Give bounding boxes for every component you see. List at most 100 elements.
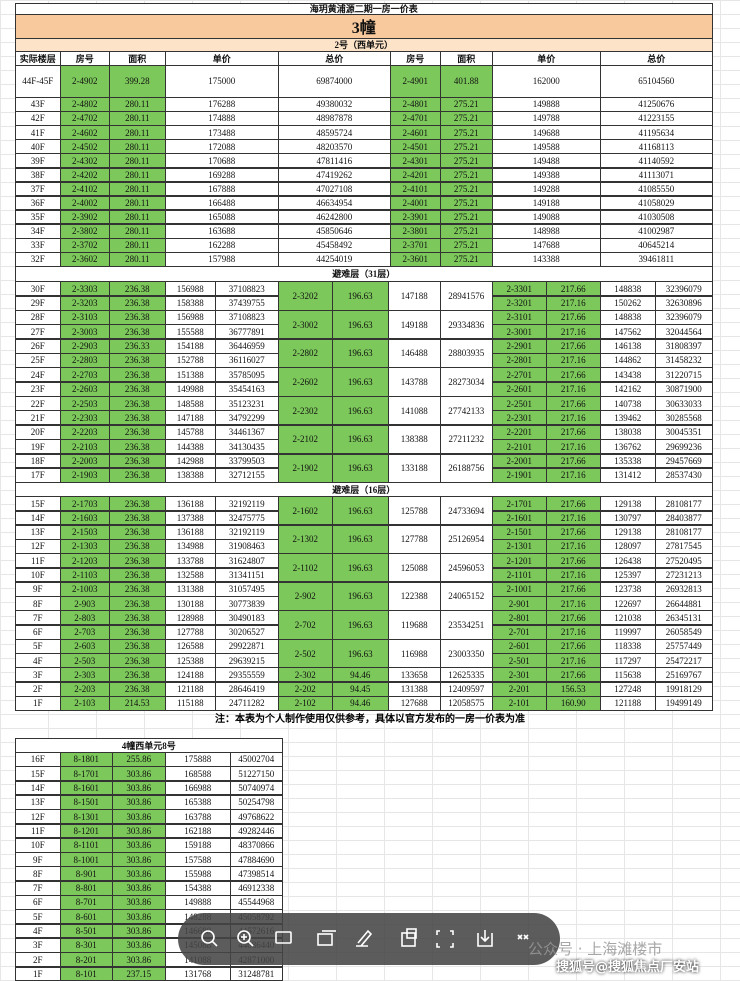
data-cell: 36777891 (215, 324, 279, 340)
merged-cell: 196.63 (332, 453, 389, 483)
data-cell: 27231213 (655, 567, 713, 583)
data-cell: 217.16 (546, 539, 601, 554)
data-cell: 217.16 (546, 624, 601, 640)
data-cell: 8-1301 (60, 809, 113, 825)
data-cell: 48370866 (230, 837, 283, 853)
data-cell: 217.66 (546, 424, 601, 440)
data-cell: 280.11 (109, 97, 166, 112)
data-cell: 236.38 (109, 295, 166, 311)
data-cell: 122697 (600, 596, 656, 611)
floor-cell: 17F (15, 467, 61, 483)
data-cell: 165388 (165, 794, 231, 810)
floor-cell: 11F (15, 553, 61, 569)
floor-cell: 9F (15, 852, 61, 867)
data-cell: 138038 (600, 424, 656, 440)
floor-cell: 2F (15, 952, 61, 968)
data-cell: 236.38 (109, 510, 166, 526)
data-cell: 280.11 (109, 238, 166, 253)
data-cell: 217.16 (546, 295, 601, 311)
floor-cell: 9F (15, 581, 61, 597)
data-cell: 303.86 (112, 852, 166, 867)
data-cell: 2-1503 (60, 524, 110, 540)
refuge-floor-row: 避难层（31层） (15, 266, 713, 282)
floor-cell: 44F-45F (15, 65, 61, 98)
data-cell: 154388 (165, 880, 231, 896)
data-cell: 217.16 (546, 596, 601, 611)
data-cell: 236.38 (109, 367, 166, 383)
data-cell: 144388 (165, 439, 216, 455)
data-cell: 8-1201 (60, 823, 113, 839)
data-cell: 217.66 (546, 309, 601, 325)
data-cell: 2-3702 (60, 238, 110, 253)
data-cell: 275.21 (440, 97, 493, 112)
floor-cell: 39F (15, 153, 61, 169)
floor-cell: 11F (15, 823, 61, 839)
merged-cell: 125788 (388, 496, 441, 526)
data-cell: 49768622 (230, 809, 283, 825)
data-cell: 236.38 (109, 610, 166, 626)
data-cell: 169288 (165, 167, 279, 183)
data-cell: 8-1801 (60, 752, 113, 767)
data-cell: 32396079 (655, 309, 713, 325)
column-header: 实际楼层 (15, 51, 61, 66)
data-cell: 280.11 (109, 195, 166, 211)
data-cell: 2-601 (492, 638, 547, 654)
data-cell: 148588 (165, 396, 216, 412)
data-cell: 170688 (165, 153, 279, 169)
merged-cell: 147188 (388, 281, 441, 311)
floor-cell: 34F (15, 223, 61, 239)
data-cell: 48595724 (278, 125, 391, 140)
data-cell: 166988 (165, 780, 231, 796)
data-cell: 2-703 (60, 624, 110, 640)
data-cell: 280.11 (109, 139, 166, 154)
merged-cell: 24733694 (440, 496, 493, 526)
data-cell: 148988 (492, 223, 601, 239)
data-cell: 2-1601 (492, 510, 547, 526)
data-cell: 236.38 (109, 324, 166, 340)
data-cell: 2-1903 (60, 467, 110, 483)
data-cell: 2-1303 (60, 539, 110, 554)
data-cell: 142162 (600, 381, 656, 397)
toolbar[interactable] (178, 913, 560, 965)
data-cell: 123738 (600, 581, 656, 597)
data-cell: 130797 (600, 510, 656, 526)
data-cell: 280.11 (109, 111, 166, 126)
merged-cell: 94.45 (332, 681, 389, 697)
data-cell: 117297 (600, 653, 656, 669)
data-cell: 37108823 (215, 281, 279, 297)
refuge-floor-row: 避难层（16层） (15, 482, 713, 497)
column-header: 面积 (440, 51, 493, 66)
data-cell: 174888 (165, 111, 279, 126)
data-cell: 236.38 (109, 496, 166, 512)
data-cell: 125397 (600, 567, 656, 583)
data-cell: 149388 (492, 167, 601, 183)
data-cell: 2-3303 (60, 281, 110, 297)
data-cell: 34130435 (215, 439, 279, 455)
data-cell: 29922871 (215, 638, 279, 654)
data-cell: 2-3602 (60, 252, 110, 267)
floor-cell: 23F (15, 381, 61, 397)
floor-cell: 10F (15, 567, 61, 583)
data-cell: 41085550 (600, 181, 713, 197)
data-cell: 2-4601 (390, 125, 441, 140)
floor-cell: 18F (15, 453, 61, 469)
data-cell: 236.38 (109, 653, 166, 669)
data-cell: 30206527 (215, 624, 279, 640)
data-cell: 275.21 (440, 238, 493, 253)
floor-cell: 28F (15, 309, 61, 325)
data-cell: 2-2103 (60, 439, 110, 455)
data-cell: 45458492 (278, 238, 391, 253)
merged-cell: 149188 (388, 309, 441, 340)
merged-cell: 122388 (388, 581, 441, 611)
data-cell: 2-3101 (492, 309, 547, 325)
data-cell: 26644881 (655, 596, 713, 611)
data-cell: 46912338 (230, 880, 283, 896)
floor-cell: 4F (15, 653, 61, 669)
data-cell: 149488 (492, 153, 601, 169)
data-cell: 2-4102 (60, 181, 110, 197)
data-cell: 163788 (165, 809, 231, 825)
unit-title: 2号（西单元） (15, 38, 713, 52)
data-cell: 37108823 (215, 309, 279, 325)
floor-cell: 2F (15, 681, 61, 697)
data-cell: 41140592 (600, 153, 713, 169)
